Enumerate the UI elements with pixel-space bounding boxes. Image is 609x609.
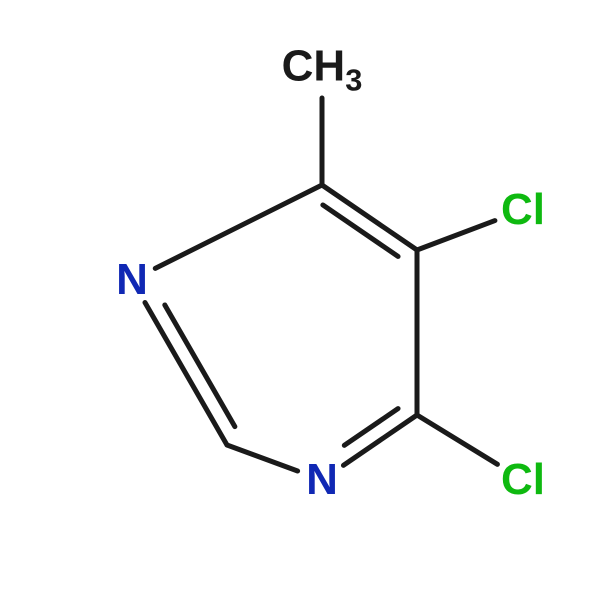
bond-line	[155, 185, 322, 268]
bond-line	[417, 415, 497, 464]
atom-Cl2: Cl	[501, 185, 545, 235]
atom-N1: N	[116, 255, 148, 305]
bond-line	[227, 445, 298, 471]
atom-Cl1: Cl	[501, 455, 545, 505]
bond-line	[145, 303, 227, 445]
bond-line	[344, 409, 398, 446]
atom-N3: N	[306, 455, 338, 505]
atom-CH3: CH3	[282, 42, 363, 99]
bond-line	[165, 305, 235, 427]
bond-line	[322, 185, 417, 250]
bond-line	[417, 221, 495, 250]
